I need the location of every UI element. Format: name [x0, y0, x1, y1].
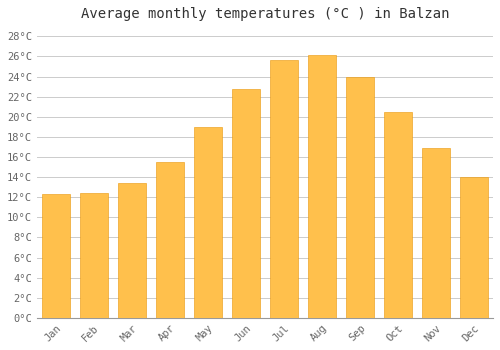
Bar	[80, 193, 108, 318]
Bar	[156, 162, 184, 318]
Bar	[42, 194, 70, 318]
Bar	[308, 55, 336, 318]
Bar	[232, 89, 260, 318]
Bar	[460, 177, 488, 318]
Bar	[422, 148, 450, 318]
Bar	[270, 61, 298, 318]
Bar	[346, 77, 374, 318]
Bar	[118, 183, 146, 318]
Bar	[194, 127, 222, 318]
Bar	[384, 112, 412, 318]
Title: Average monthly temperatures (°C ) in Balzan: Average monthly temperatures (°C ) in Ba…	[80, 7, 449, 21]
